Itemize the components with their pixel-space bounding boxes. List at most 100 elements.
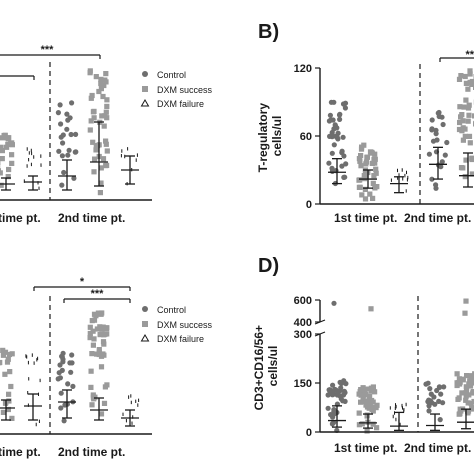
panel-d-control-point [431, 394, 437, 400]
panel-c-point-point [58, 405, 64, 411]
panel-b-control-point [343, 161, 349, 167]
panel-a-point-point [96, 88, 102, 95]
panel-d-ytick-label-300: 300 [294, 329, 312, 341]
panel-a-point-point [100, 156, 107, 162]
panel-d-control-point [438, 391, 444, 397]
panel-a-point-point [87, 127, 93, 133]
panel-b-y-label-line2: cells/ul [270, 116, 284, 157]
panel-a-point-point [5, 136, 11, 142]
panel-a-point-point [57, 102, 63, 108]
panel-d-dxm-success-point [457, 406, 463, 412]
panel-b-dxm-success-point [466, 112, 472, 118]
panel-d-dxm-success-point [457, 378, 463, 384]
panel-a-point-point [0, 145, 1, 151]
panel-d-dxm-success-point [359, 421, 365, 427]
panel-a-point-point [0, 135, 6, 141]
panel-b-control-point [336, 112, 343, 118]
panel-d-dxm-success-point [374, 402, 380, 408]
panel-d-ytick-label-150: 150 [294, 378, 312, 390]
panel-c-point-point [6, 391, 12, 397]
panel-a-points [0, 68, 139, 196]
panel-c-point-point [6, 398, 12, 404]
panel-c-point-point [88, 384, 94, 390]
panel-b-control-point [339, 150, 345, 156]
panel-a-point-point [5, 141, 11, 148]
panel-c-points [0, 310, 140, 427]
panel-b-ytick-label-120: 120 [294, 63, 312, 75]
panel-a-point-point [0, 148, 5, 154]
panel-d-dxm-success-point [470, 389, 474, 395]
panel-c-point-point [88, 368, 94, 374]
panel-a-point-point [98, 80, 104, 87]
panel-c-point-point [101, 332, 107, 338]
panel-b-dxm-success-point [462, 174, 468, 180]
panel-b-dxm-success-point [456, 76, 463, 82]
panel-b-control-point [337, 116, 343, 122]
panel-d-dxm-success-point [464, 387, 470, 393]
panel-c-point-point [5, 356, 11, 362]
panel-d-control-point [436, 398, 442, 404]
panel-a-point-point [73, 131, 79, 137]
panel-d-dxm-success-point [464, 373, 470, 379]
panel-b-dxm-success-point [460, 118, 466, 124]
panel-d-dxm-success-point [463, 298, 469, 304]
legend-success-marker [142, 86, 148, 92]
panel-c-point-point [7, 369, 13, 375]
panel-d-dxm-success-point [367, 400, 373, 406]
panel-d-dxm-success-point [369, 405, 375, 411]
panel-d-control-point [432, 401, 438, 407]
panel-c-point-point [94, 351, 100, 357]
panel-a-point-point [71, 175, 77, 181]
panel-b-dxm-success-point [362, 196, 369, 202]
panel-a-legend: Control DXM success DXM failure [140, 70, 213, 109]
panel-c-point-point [104, 382, 110, 388]
panel-c-point-point [68, 369, 74, 375]
panel-b-dxm-success-point [372, 151, 378, 157]
panel-a-point-point [98, 165, 104, 171]
panel-b-sig-stars: ** [465, 49, 474, 61]
panel-d-ytick-label-400: 400 [294, 317, 312, 329]
panel-c-point-point [91, 317, 98, 323]
panel-c-point-point [2, 371, 8, 377]
panel-c-point-point [100, 339, 107, 345]
panel-d-dxm-success-point [370, 399, 376, 405]
panel-a-point-point [64, 111, 70, 117]
panel-b-dxm-success-point [467, 79, 473, 85]
panel-c-point-point [98, 364, 105, 370]
panel-c-point-point [60, 356, 66, 362]
panel-d-control-point [337, 379, 343, 385]
panel-c-point-point [0, 409, 6, 415]
panel-a-point-point [101, 82, 107, 89]
legend-success-marker [142, 321, 148, 327]
panel-b-y-label-line1: T-regulatory [256, 103, 270, 173]
panel-b-x-label-2: 2nd time pt. [404, 211, 471, 225]
panel-b-ytick-label-0: 0 [306, 199, 312, 211]
panel-b-dxm-success-point [462, 133, 468, 139]
panel-a-point-point [6, 166, 12, 173]
panel-b-dxm-success-point [372, 156, 378, 162]
panel-b-dxm-success-point [467, 68, 473, 74]
legend-failure-label: DXM failure [157, 99, 204, 109]
panel-c-point-point [9, 415, 15, 421]
panel-c-point-point [56, 370, 62, 376]
panel-d-control-point [426, 403, 432, 409]
panel-d-points [325, 298, 474, 434]
panel-d-y-label: CD3+CD16/56+ cells/ul [252, 322, 280, 411]
panel-b-control-point [439, 159, 445, 165]
panel-c-point-point [8, 383, 14, 390]
panel-d-control-point [329, 392, 336, 398]
panel-d-dxm-success-point [463, 390, 469, 396]
panel-d-control-point [338, 396, 344, 402]
panel-b-control-point [430, 138, 437, 144]
panel-a-point-point [100, 93, 106, 100]
panel-d-dxm-success-point [456, 411, 462, 417]
panel-d-dxm-success-point [469, 405, 474, 411]
panel-d-dxm-success-point [363, 392, 369, 398]
panel-a-point-point [66, 147, 72, 153]
panel-b-control-point [339, 163, 345, 169]
panel-d-dxm-success-point [358, 387, 364, 393]
panel-b-control-point [429, 126, 435, 132]
panel-a-point-point [88, 95, 94, 101]
